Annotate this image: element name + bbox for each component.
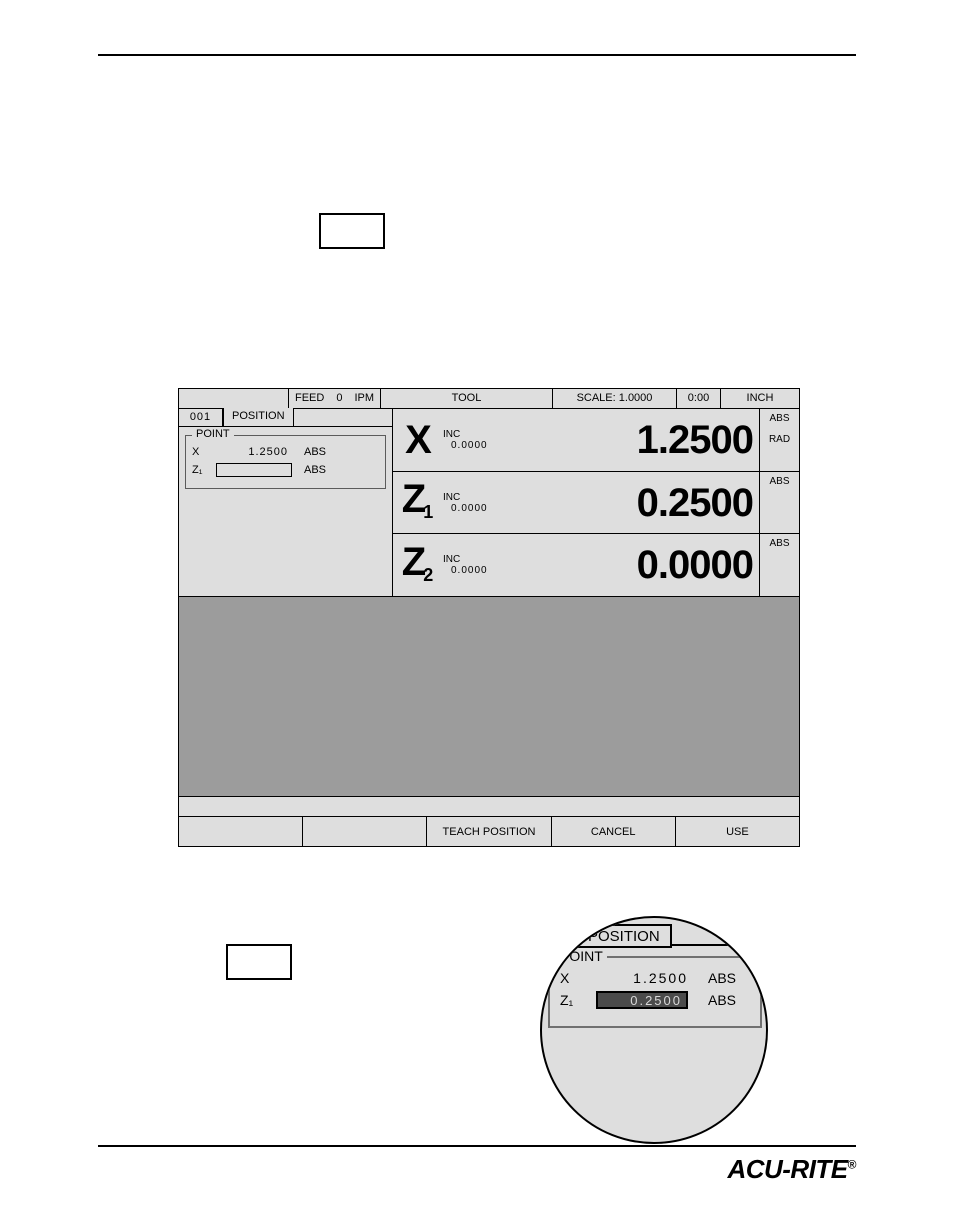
axis-inc-z2: INC 0.0000 [443,554,507,576]
axis-letter-x-text: X [405,418,431,462]
softkey-use[interactable]: USE [676,817,799,846]
dro-screenshot: FEED 0 IPM TOOL SCALE: 1.0000 0:00 INCH [178,388,800,847]
zoom-axis-z1: Z₁ [560,992,596,1008]
footer-rule [98,1145,856,1147]
feed-label: FEED [295,389,324,408]
softkey-row: TEACH POSITION CANCEL USE [179,816,799,846]
zoom-mode-x: ABS [688,970,736,986]
axis-letter-z2-text: Z [402,540,425,584]
zoom-point-label: POINT [556,948,607,964]
inc-value-x: 0.0000 [443,440,507,451]
header-rule [98,54,856,56]
point-row-x: X 1.2500 ABS [192,444,379,460]
point-mode-z1: ABS [292,464,326,476]
point-row-z1: Z₁ ABS [192,462,379,478]
point-group: POINT X 1.2500 ABS Z₁ ABS [185,435,386,489]
tool-label: TOOL [452,392,482,404]
zoom-row-z1: Z₁ 0.2500 ABS [560,990,750,1010]
zoom-step-number: 1 [540,922,568,946]
inc-value-z1: 0.0000 [443,503,507,514]
graphic-area [179,596,799,796]
axis-value-x: 1.2500 [507,420,759,460]
inc-label-z2: INC [443,554,507,565]
point-axis-z1: Z₁ [192,464,216,476]
inc-label-x: INC [443,429,507,440]
softkey-1[interactable] [179,817,303,846]
tab-position[interactable]: POSITION [223,408,294,427]
zoom-mode-z1: ABS [688,992,736,1008]
registered-icon: ® [848,1157,856,1171]
zoom-axis-x: X [560,970,596,986]
statusbar-time: 0:00 [677,389,721,409]
zoom-row-x: X 1.2500 ABS [560,968,750,988]
message-bar [179,796,799,816]
point-mode-x: ABS [292,446,326,458]
axis-letter-z1-sub: 1 [423,502,432,522]
program-pane: 001 POSITION POINT X 1.2500 ABS Z₁ [179,409,393,596]
zoom-input-z1[interactable]: 0.2500 [596,991,688,1009]
axis-mode-x-abs: ABS [760,413,799,424]
inc-label-z1: INC [443,492,507,503]
feed-unit: IPM [354,389,374,408]
tab-spacer [294,409,392,427]
brand-logo: ACU-RITE® [727,1154,856,1185]
statusbar-scale: SCALE: 1.0000 [553,389,677,409]
inc-value-z2: 0.0000 [443,565,507,576]
status-bar: FEED 0 IPM TOOL SCALE: 1.0000 0:00 INCH [179,389,799,409]
axis-row-x: X INC 0.0000 1.2500 ABS RAD [393,409,799,472]
zoom-tab-spacer [672,944,768,946]
zoom-inset: 1 POSITION POINT X 1.2500 ABS Z₁ 0.2500 … [540,916,768,1144]
point-input-z1[interactable] [216,463,292,477]
softkey-cancel[interactable]: CANCEL [552,817,676,846]
axis-mode-x-rad: RAD [760,434,799,445]
point-axis-x: X [192,446,216,458]
axis-row-z2: Z2 INC 0.0000 0.0000 ABS [393,534,799,596]
axis-inc-x: INC 0.0000 [443,429,507,451]
axis-inc-z1: INC 0.0000 [443,492,507,514]
zoom-tab-tick [568,936,576,946]
units-value: INCH [747,392,774,404]
zoom-tab-position[interactable]: POSITION [576,924,672,948]
axis-row-z1: Z1 INC 0.0000 0.2500 ABS [393,472,799,535]
axis-value-z2: 0.0000 [507,545,759,585]
axis-modes-z1: ABS [759,472,799,534]
feed-value: 0 [336,389,342,408]
hardkey-box-1[interactable] [319,213,385,249]
statusbar-tool: TOOL [381,389,553,409]
point-value-x: 1.2500 [216,446,292,458]
axis-letter-z2-sub: 2 [423,565,432,585]
zoom-value-x: 1.2500 [596,970,688,986]
scale-label: SCALE: [577,392,616,404]
axis-readouts: X INC 0.0000 1.2500 ABS RAD [393,409,799,596]
point-group-label: POINT [192,428,234,440]
axis-mode-z1-abs: ABS [760,476,799,487]
axis-modes-x: ABS RAD [759,409,799,471]
statusbar-empty [179,389,289,409]
statusbar-units: INCH [721,389,799,409]
brand-text: ACU-RITE [727,1154,847,1184]
statusbar-feed: FEED 0 IPM [289,389,381,409]
step-number: 001 [179,409,223,427]
axis-letter-x: X [393,420,443,460]
zoom-point-group: POINT X 1.2500 ABS Z₁ 0.2500 ABS [548,956,762,1028]
hardkey-box-2[interactable] [226,944,292,980]
softkey-teach-position[interactable]: TEACH POSITION [427,817,551,846]
axis-letter-z2: Z2 [393,542,443,589]
axis-letter-z1-text: Z [402,477,425,521]
time-value: 0:00 [688,392,709,404]
axis-value-z1: 0.2500 [507,483,759,523]
scale-value: 1.0000 [619,392,653,404]
axis-mode-z2-abs: ABS [760,538,799,549]
softkey-2[interactable] [303,817,427,846]
axis-modes-z2: ABS [759,534,799,596]
axis-letter-z1: Z1 [393,479,443,526]
page: FEED 0 IPM TOOL SCALE: 1.0000 0:00 INCH [0,0,954,1227]
